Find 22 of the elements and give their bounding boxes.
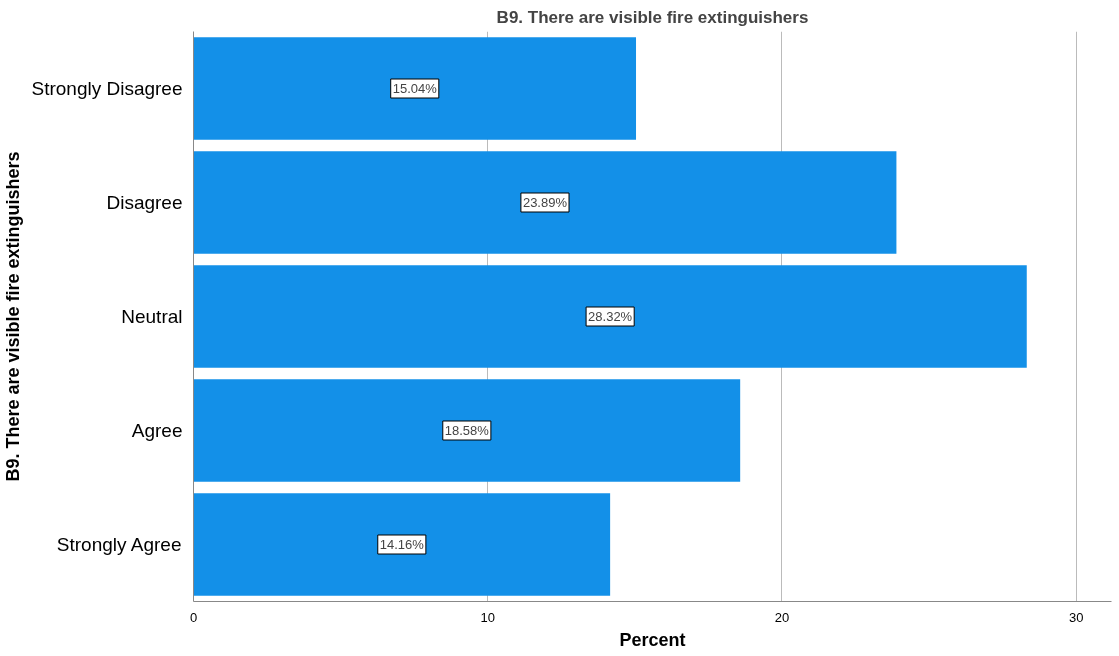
y-tick-label: Disagree [106, 192, 183, 213]
data-label: 18.58% [444, 423, 490, 438]
y-tick-label: Agree [131, 420, 183, 441]
x-tick-label: 20 [774, 609, 790, 625]
bar [193, 265, 1027, 368]
data-label: 28.32% [588, 309, 633, 324]
x-tick-label: 30 [1068, 609, 1084, 625]
y-tick-label: Strongly Agree [56, 534, 182, 555]
y-tick-label: Strongly Disagree [31, 78, 183, 99]
x-tick-label: 10 [480, 609, 495, 625]
bar [193, 379, 741, 482]
chart-title: B9. There are visible fire extinguishers [496, 7, 809, 27]
data-label: 15.04% [392, 81, 438, 96]
data-label: 23.89% [522, 195, 568, 210]
data-label: 14.16% [379, 537, 425, 552]
x-axis-title: Percent [619, 629, 686, 650]
x-tick-label: 0 [189, 609, 198, 625]
bar [193, 37, 637, 140]
bar [193, 151, 897, 254]
bar [193, 493, 611, 596]
y-tick-label: Neutral [121, 306, 183, 327]
y-axis-title: B9. There are visible fire extinguishers [3, 151, 24, 482]
